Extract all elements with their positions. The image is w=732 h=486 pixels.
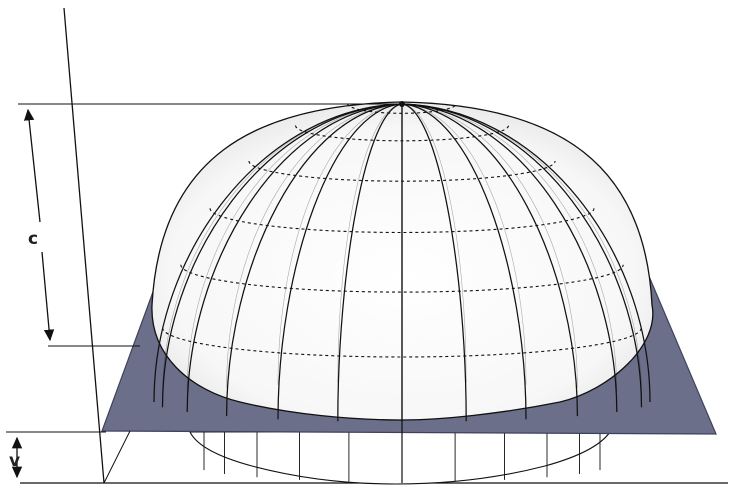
dome-meridian: [401, 103, 618, 413]
dome-meridian: [401, 103, 527, 385]
dimension-c-lower-arrow: [41, 251, 55, 342]
dome-meridian: [277, 103, 403, 420]
dome-parallel: [209, 208, 595, 234]
dome-underside: [189, 431, 612, 485]
dome-meridian: [401, 103, 642, 397]
dome-meridian: [153, 103, 403, 403]
dimension-c-upper-arrow: [23, 108, 41, 223]
plane-edge-connector: [103, 430, 131, 484]
dimension-c-label: c: [28, 229, 38, 249]
dome-meridian: [401, 103, 643, 408]
dome-meridian: [401, 103, 651, 403]
dome-meridian: [226, 103, 403, 388]
dimension-v: v: [9, 436, 23, 479]
dome-meridian: [337, 103, 403, 422]
dome-parallel: [180, 264, 624, 293]
dome-meridian: [401, 103, 579, 417]
dome-meridian: [186, 103, 403, 393]
dome-meridian: [337, 103, 403, 383]
dome-meridian: [401, 103, 618, 393]
dome-meridian: [401, 103, 467, 383]
reference-vertical-line: [63, 7, 105, 484]
dome-parallel: [162, 327, 642, 358]
dome-meridian: [401, 103, 578, 388]
dimension-c: c: [23, 108, 55, 342]
dome-meridian: [401, 103, 467, 422]
dimension-v-label: v: [9, 451, 20, 471]
dome-meridians: [153, 103, 651, 422]
dome-meridian: [401, 103, 527, 420]
dome-meridian: [162, 103, 403, 397]
dome-meridian: [186, 103, 403, 413]
dome-meridian: [161, 103, 403, 408]
dome-meridian: [225, 103, 403, 417]
